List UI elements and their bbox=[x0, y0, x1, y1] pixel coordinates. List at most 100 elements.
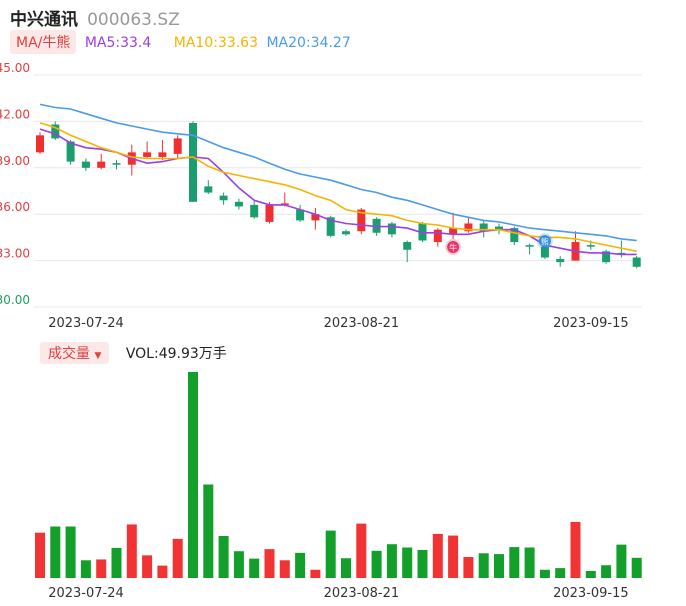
ma10-line bbox=[39, 122, 637, 253]
volume-bar bbox=[249, 558, 260, 578]
y-tick-label: 30.00 bbox=[0, 293, 30, 307]
volume-bar bbox=[555, 568, 566, 578]
ma5-legend-label: MA5:33.4 bbox=[84, 35, 152, 51]
ma20-line bbox=[39, 103, 637, 242]
volume-bar bbox=[35, 532, 45, 578]
candle-body bbox=[173, 138, 182, 154]
volume-bar bbox=[478, 553, 489, 578]
volume-selector-label: 成交量 bbox=[48, 346, 90, 362]
volume-bar bbox=[601, 565, 612, 578]
marker-glyph: 牛 bbox=[449, 242, 457, 252]
volume-bar bbox=[341, 558, 351, 578]
candle-body bbox=[433, 229, 442, 243]
bull-marker-icon bbox=[447, 240, 460, 253]
volume-bar bbox=[188, 372, 198, 578]
volume-value: VOL:49.93万手 bbox=[125, 346, 227, 362]
title-row: 中兴通讯 000063.SZ bbox=[10, 5, 180, 30]
candle-body bbox=[357, 209, 366, 232]
x-tick-label: 2023-09-15 bbox=[553, 586, 629, 601]
y-tick-label: 33.00 bbox=[0, 247, 30, 261]
volume-bar bbox=[80, 560, 91, 578]
ma20-legend-label: MA20:34.27 bbox=[266, 35, 351, 51]
volume-bar bbox=[402, 547, 413, 578]
volume-bar bbox=[325, 530, 336, 578]
volume-bar bbox=[279, 560, 290, 578]
volume-selector-button[interactable]: 成交量 ▼ bbox=[40, 342, 110, 364]
volume-bar bbox=[539, 569, 550, 578]
candle-body bbox=[158, 152, 167, 157]
volume-bar bbox=[631, 557, 642, 578]
x-tick-label: 2023-07-24 bbox=[48, 586, 124, 601]
candle-body bbox=[602, 251, 611, 263]
candle-body bbox=[143, 152, 152, 157]
bear-marker-icon bbox=[538, 235, 551, 248]
volume-bar bbox=[264, 549, 275, 578]
volume-bar bbox=[570, 521, 581, 578]
volume-bar bbox=[386, 544, 397, 578]
volume-bar bbox=[157, 565, 168, 578]
volume-bar bbox=[65, 526, 76, 578]
ma5-line bbox=[39, 128, 637, 256]
candle-body bbox=[479, 223, 488, 232]
volume-bar bbox=[310, 569, 321, 578]
candle-body bbox=[112, 163, 121, 165]
volume-bar bbox=[111, 547, 122, 578]
volume-bar bbox=[494, 554, 504, 578]
candle-body bbox=[525, 245, 534, 247]
volume-bar bbox=[432, 533, 443, 578]
candle-body bbox=[387, 223, 396, 235]
volume-bar bbox=[96, 559, 107, 578]
candle-body bbox=[556, 259, 565, 263]
y-tick-label: 45.00 bbox=[0, 61, 30, 75]
candle-body bbox=[66, 141, 75, 162]
candle-body bbox=[326, 217, 335, 236]
candle-body bbox=[265, 204, 274, 222]
candle-body bbox=[97, 161, 106, 168]
candle-body bbox=[540, 246, 549, 258]
y-tick-label: 36.00 bbox=[0, 200, 30, 214]
stock-code: 000063.SZ bbox=[87, 10, 180, 30]
candle-body bbox=[296, 209, 305, 221]
candle-body bbox=[36, 135, 44, 153]
ma-selector-button[interactable]: MA/牛熊 bbox=[10, 30, 77, 54]
ma-legend: MA/牛熊 MA5:33.4 MA10:33.63 MA20:34.27 bbox=[10, 30, 351, 54]
candle-body bbox=[464, 223, 473, 232]
volume-bar bbox=[233, 551, 244, 578]
candle-body bbox=[403, 242, 412, 250]
x-tick-label: 2023-09-15 bbox=[553, 316, 629, 331]
volume-legend: 成交量 ▼ VOL:49.93万手 bbox=[40, 342, 227, 364]
candle-body bbox=[449, 228, 458, 235]
volume-bar bbox=[616, 544, 627, 578]
volume-bar bbox=[295, 552, 306, 578]
candle-body bbox=[311, 214, 320, 221]
x-tick-label: 2023-08-21 bbox=[324, 316, 400, 331]
volume-bar bbox=[50, 526, 61, 578]
volume-bar bbox=[203, 484, 214, 578]
volume-bar bbox=[172, 538, 183, 578]
candle-body bbox=[342, 231, 350, 235]
candle-body bbox=[51, 124, 60, 139]
volume-bar bbox=[585, 570, 596, 578]
candle-body bbox=[495, 226, 503, 230]
candle-body bbox=[219, 195, 228, 201]
marker-glyph: 熊 bbox=[541, 237, 549, 247]
volume-bar bbox=[463, 556, 474, 578]
y-tick-label: 42.00 bbox=[0, 107, 30, 121]
candle-body bbox=[81, 161, 90, 168]
candle-body bbox=[586, 245, 595, 247]
volume-bar bbox=[126, 524, 137, 578]
volume-bar bbox=[356, 523, 367, 578]
x-tick-label: 2023-08-21 bbox=[324, 586, 400, 601]
candle-body bbox=[204, 186, 213, 193]
y-tick-label: 39.00 bbox=[0, 154, 30, 168]
volume-bar bbox=[524, 547, 535, 578]
candle-body bbox=[510, 228, 519, 243]
candle-body bbox=[189, 122, 197, 202]
stock-name: 中兴通讯 bbox=[10, 10, 78, 30]
volume-bar bbox=[417, 549, 428, 578]
candle-body bbox=[234, 201, 243, 207]
candle-body bbox=[250, 204, 259, 218]
volume-bar bbox=[448, 535, 459, 578]
volume-bar bbox=[509, 547, 520, 578]
